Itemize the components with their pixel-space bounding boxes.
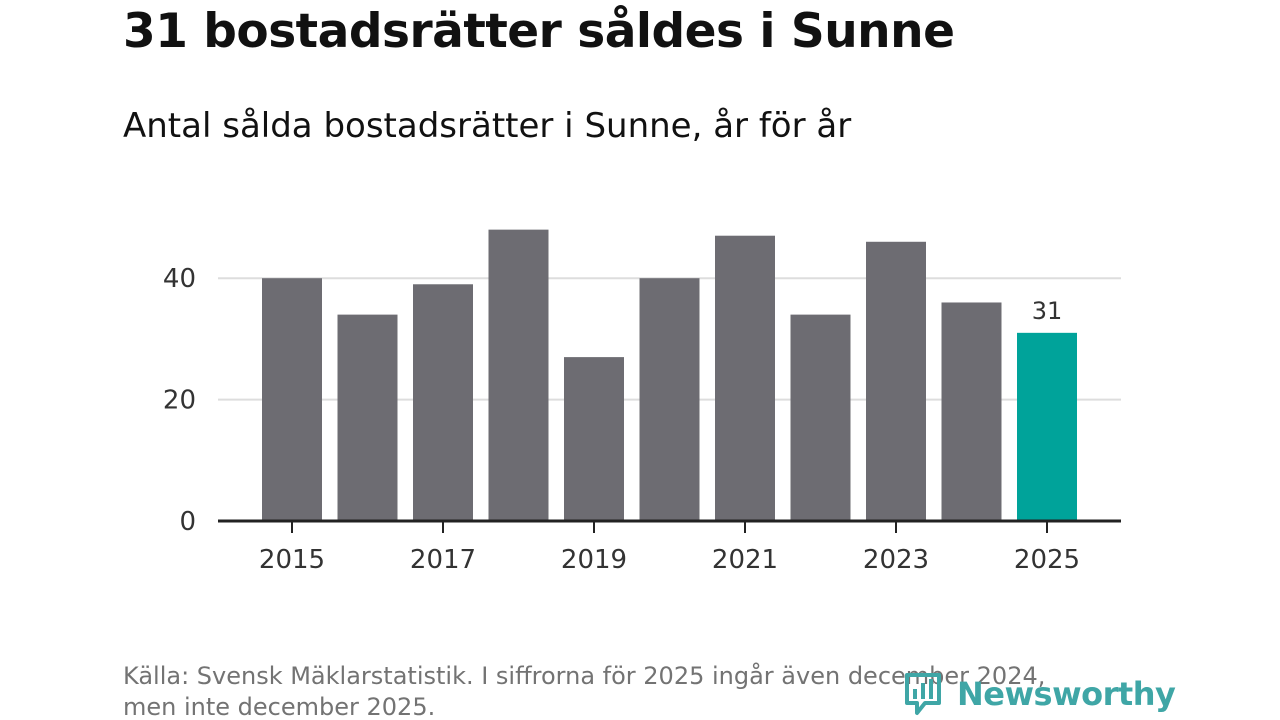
x-tick-label-2015: 2015 (259, 545, 325, 575)
bar-2019 (564, 357, 624, 521)
source-line-2: men inte december 2025. (123, 693, 436, 720)
y-tick-label-40: 40 (163, 264, 196, 294)
bar-2017 (413, 284, 473, 521)
source-line-1: Källa: Svensk Mäklarstatistik. I siffror… (123, 662, 1046, 690)
x-tick-label-2019: 2019 (561, 545, 627, 575)
bar-2024 (941, 302, 1002, 521)
bar-chart: 0 20 40 31 2015 2017 2019 2021 2023 2025 (163, 229, 1121, 575)
bar-2018 (488, 229, 549, 521)
bar-2021 (715, 235, 775, 521)
bar-2016 (337, 314, 398, 521)
x-tick-label-2021: 2021 (712, 545, 778, 575)
bar-2022 (790, 314, 851, 521)
bar-2020 (639, 278, 700, 521)
x-tick-label-2025: 2025 (1014, 545, 1080, 575)
bar-2015 (262, 278, 322, 521)
x-tick-label-2017: 2017 (410, 545, 476, 575)
chart-subtitle: Antal sålda bostadsrätter i Sunne, år fö… (123, 106, 852, 146)
newsworthy-logo: Newsworthy (903, 670, 1176, 718)
logo-text: Newsworthy (957, 675, 1176, 713)
bar-2025 (1017, 332, 1077, 521)
newsworthy-bar-icon (905, 673, 941, 715)
y-tick-label-20: 20 (163, 386, 196, 416)
chart-title: 31 bostadsrätter såldes i Sunne (123, 4, 955, 59)
bar-2023 (866, 241, 926, 521)
source-note: Källa: Svensk Mäklarstatistik. I siffror… (123, 661, 1045, 720)
y-tick-label-0: 0 (179, 507, 196, 537)
x-tick-label-2023: 2023 (863, 545, 929, 575)
data-label-2025: 31 (1032, 297, 1063, 325)
